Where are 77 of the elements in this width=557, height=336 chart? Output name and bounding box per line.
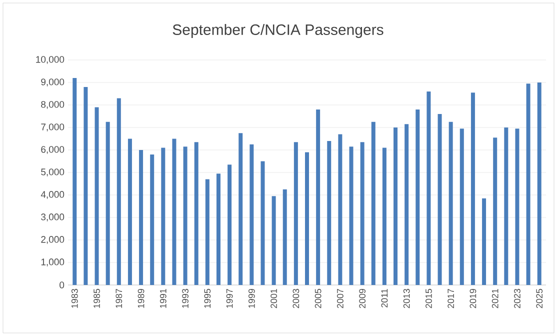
bar xyxy=(260,161,265,285)
bar xyxy=(161,148,166,285)
bar xyxy=(438,114,442,285)
bar xyxy=(106,122,110,285)
bar xyxy=(482,198,486,285)
bar xyxy=(316,109,320,285)
x-tick-label: 1999 xyxy=(248,288,255,308)
bar xyxy=(128,138,132,285)
bar xyxy=(205,179,210,285)
bar xyxy=(349,146,354,285)
bar xyxy=(404,124,409,285)
y-tick-label: 10,000 xyxy=(36,56,64,64)
bar xyxy=(504,127,508,285)
x-tick-label: 2011 xyxy=(381,288,388,308)
bar xyxy=(94,107,99,285)
bar xyxy=(305,152,309,285)
x-tick-label: 2001 xyxy=(270,288,277,308)
y-tick-label: 7,000 xyxy=(41,124,64,132)
x-tick-label: 2023 xyxy=(514,288,520,308)
bar xyxy=(515,128,520,285)
y-tick-label: 5,000 xyxy=(41,168,64,176)
bar xyxy=(426,91,431,285)
x-tick-label: 1993 xyxy=(182,288,188,308)
bar xyxy=(537,82,542,285)
bar xyxy=(338,134,342,285)
bar xyxy=(327,140,332,285)
x-tick-label: 1989 xyxy=(138,288,144,308)
chart-title: September C/NCIA Passengers xyxy=(172,24,384,38)
y-tick-label: 0 xyxy=(60,282,64,288)
bar xyxy=(460,128,464,285)
bar xyxy=(194,142,198,285)
bar xyxy=(172,138,176,285)
x-tick-label: 1983 xyxy=(71,288,78,308)
x-tick-label: 2019 xyxy=(470,288,476,308)
x-tick-label: 2017 xyxy=(448,288,454,308)
x-tick-label: 1987 xyxy=(116,288,122,308)
bar xyxy=(139,150,144,285)
bar xyxy=(416,109,420,285)
y-tick-label: 1,000 xyxy=(41,258,64,266)
bar xyxy=(116,98,121,285)
x-tick-label: 1985 xyxy=(94,288,100,308)
y-tick-label: 9,000 xyxy=(41,78,64,86)
x-tick-label: 2025 xyxy=(536,288,543,308)
bar xyxy=(183,146,188,285)
bar xyxy=(250,144,254,285)
bar xyxy=(382,148,386,285)
bar xyxy=(371,122,376,285)
x-tick-label: 1991 xyxy=(160,288,166,308)
bar xyxy=(360,142,364,285)
x-tick-label: 2013 xyxy=(403,288,410,308)
y-tick-label: 3,000 xyxy=(41,214,64,222)
x-tick-label: 1997 xyxy=(226,288,233,308)
bar xyxy=(272,196,276,285)
bar xyxy=(72,78,77,285)
x-tick-label: 2005 xyxy=(314,288,322,308)
bar xyxy=(84,86,88,285)
bar xyxy=(228,164,232,285)
y-tick-label: 4,000 xyxy=(40,191,64,199)
bar xyxy=(526,84,530,285)
y-tick-label: 8,000 xyxy=(41,101,64,109)
bar xyxy=(294,142,298,285)
bar xyxy=(150,154,154,285)
bar xyxy=(448,122,453,285)
x-tick-label: 2021 xyxy=(492,288,498,308)
bar xyxy=(493,138,498,285)
bar xyxy=(216,174,220,285)
x-tick-label: 1995 xyxy=(204,288,211,308)
bar xyxy=(282,189,287,285)
y-tick-label: 6,000 xyxy=(41,146,64,154)
bar xyxy=(238,133,243,285)
bar xyxy=(470,92,475,285)
x-tick-label: 2007 xyxy=(337,288,344,308)
x-tick-label: 2015 xyxy=(426,288,432,308)
y-tick-label: 2,000 xyxy=(41,236,64,244)
bar xyxy=(394,127,398,285)
x-tick-label: 2003 xyxy=(292,288,300,308)
x-tick-label: 2009 xyxy=(359,288,366,308)
